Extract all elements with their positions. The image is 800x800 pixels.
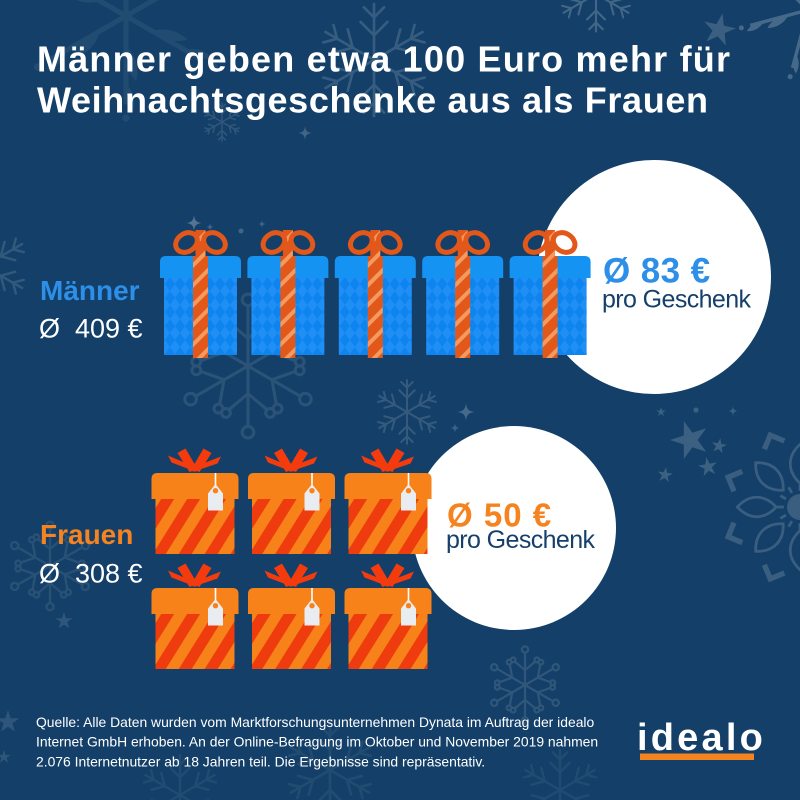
svg-text:Ø 83 €: Ø 83 € (603, 252, 710, 291)
svg-text:Ø 409 €: Ø 409 € (39, 314, 143, 344)
svg-text:pro Geschenk: pro Geschenk (446, 526, 596, 554)
svg-text:2.076 Internetnutzer ab 18 Jah: 2.076 Internetnutzer ab 18 Jahren teil. … (36, 753, 485, 769)
svg-text:Ø 50 €: Ø 50 € (447, 497, 552, 534)
svg-text:pro Geschenk: pro Geschenk (602, 286, 752, 314)
svg-text:Männer geben etwa 100 Euro meh: Männer geben etwa 100 Euro mehr für (37, 39, 731, 80)
svg-text:idealo: idealo (637, 717, 766, 759)
svg-text:Frauen: Frauen (40, 519, 133, 550)
svg-text:Ø 308 €: Ø 308 € (39, 559, 143, 589)
svg-text:Internet GmbH erhoben. An der: Internet GmbH erhoben. An der Online-Bef… (36, 734, 598, 750)
svg-text:Weihnachtsgeschenke aus als Fr: Weihnachtsgeschenke aus als Frauen (37, 80, 709, 121)
svg-text:Männer: Männer (40, 275, 140, 306)
svg-text:Quelle: Alle Daten wurden vom: Quelle: Alle Daten wurden vom Marktforsc… (36, 714, 595, 730)
